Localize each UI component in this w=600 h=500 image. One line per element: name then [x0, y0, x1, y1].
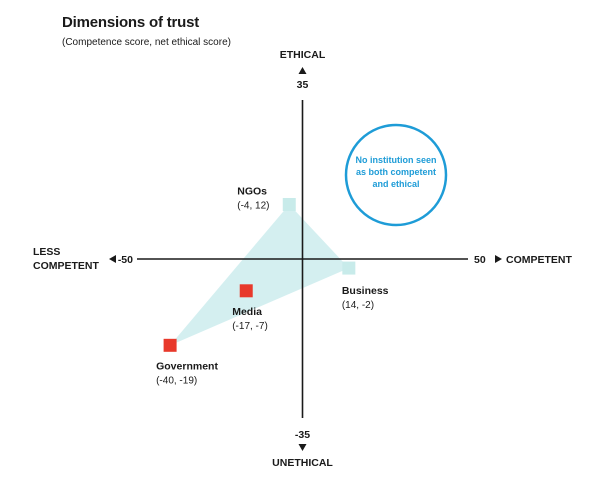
point-coords-government: (-40, -19) — [156, 375, 197, 386]
point-coords-ngos: (-4, 12) — [237, 200, 269, 211]
point-coords-media: (-17, -7) — [232, 321, 268, 332]
point-label-government: Government — [156, 360, 218, 372]
point-marker-media — [239, 284, 253, 298]
x-axis-negative-title-line2: COMPETENT — [33, 260, 100, 272]
chart-title: Dimensions of trust — [62, 14, 200, 31]
point-marker-government — [163, 338, 177, 352]
callout-circle — [344, 123, 448, 227]
point-marker-business — [342, 261, 356, 275]
x-right-arrow-icon — [495, 255, 502, 263]
highlight-region — [170, 204, 349, 346]
x-max-tick-label: 50 — [474, 254, 486, 266]
point-coords-business: (14, -2) — [342, 300, 374, 311]
y-max-tick-label: 35 — [297, 79, 309, 91]
callout-text-line-2: as both competent — [356, 167, 436, 177]
point-label-ngos: NGOs — [237, 185, 267, 197]
point-label-media: Media — [232, 306, 262, 318]
x-axis-positive-title: COMPETENT — [506, 254, 573, 266]
callout-text-line-1: No institution seen — [356, 155, 437, 165]
y-up-arrow-icon — [298, 67, 307, 74]
y-down-arrow-icon — [298, 444, 307, 451]
y-min-tick-label: -35 — [295, 429, 310, 441]
x-left-arrow-icon — [109, 255, 116, 263]
x-axis-negative-title-line1: LESS — [33, 246, 60, 258]
x-min-tick-label: -50 — [118, 254, 133, 266]
chart-subtitle: (Competence score, net ethical score) — [62, 37, 231, 48]
callout-text-line-3: and ethical — [372, 179, 419, 189]
point-marker-ngos — [282, 197, 296, 211]
point-label-business: Business — [342, 285, 389, 297]
y-axis-negative-title: UNETHICAL — [272, 457, 333, 469]
y-axis-positive-title: ETHICAL — [280, 49, 326, 61]
